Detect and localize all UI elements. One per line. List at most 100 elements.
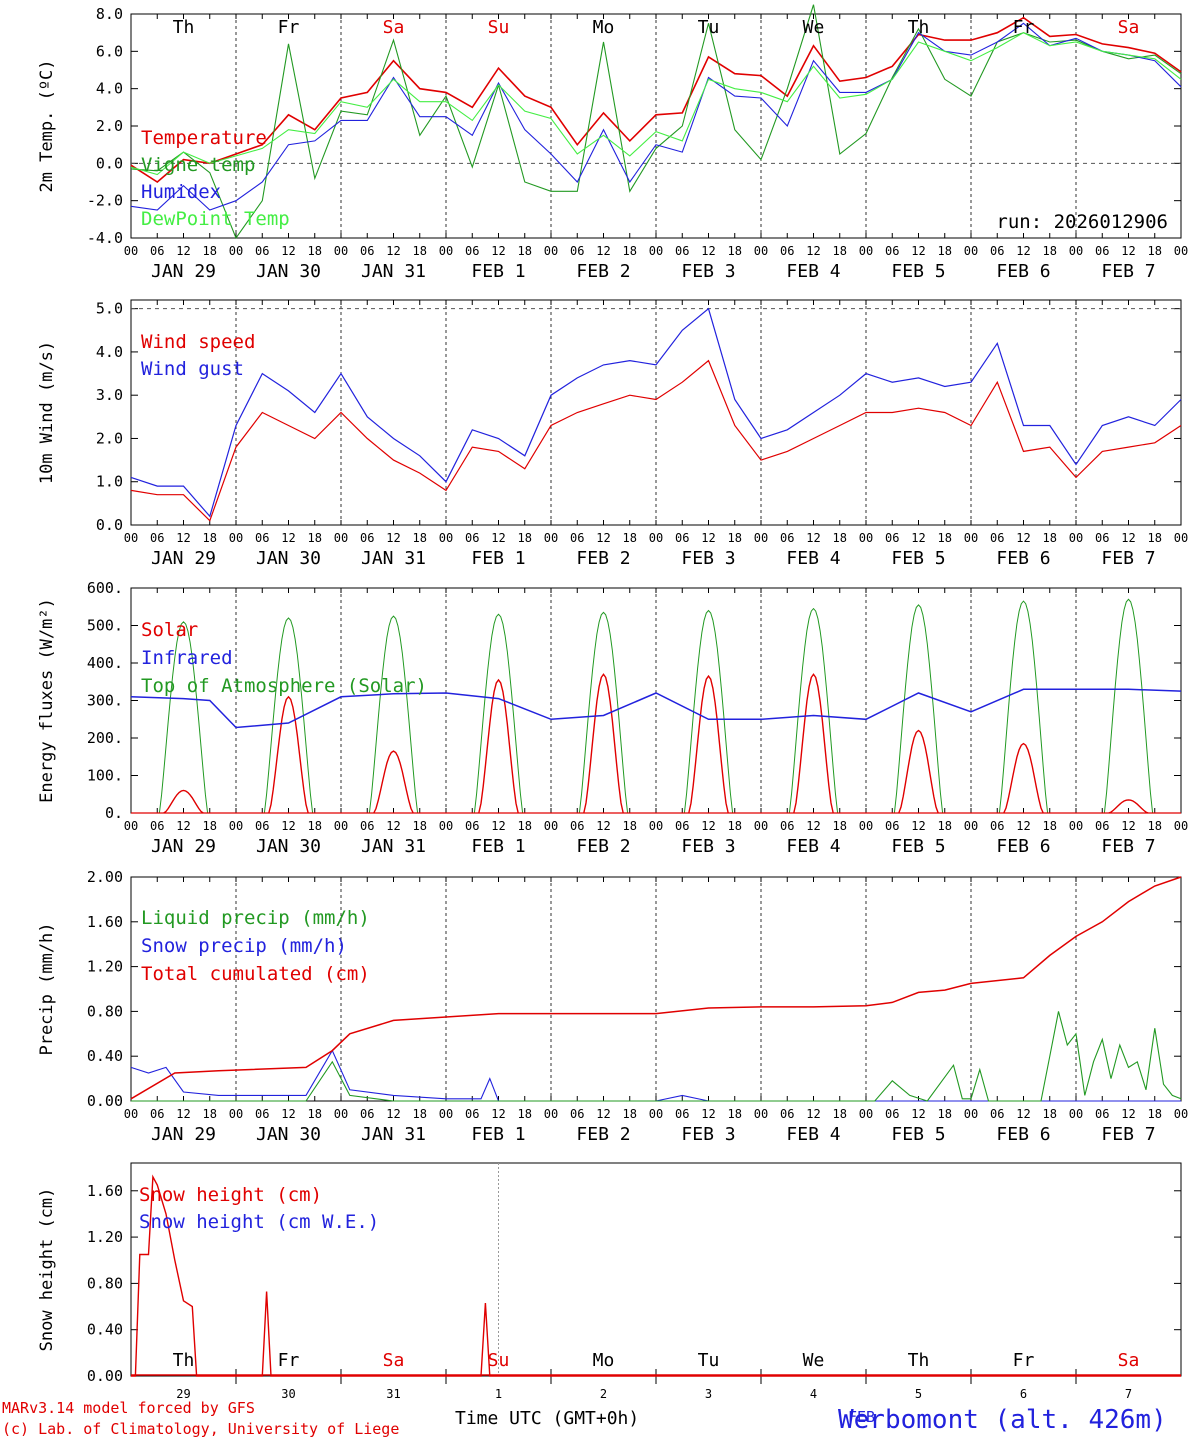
x-tick-label: 00: [544, 531, 558, 545]
x-tick-label: 18: [1148, 244, 1162, 258]
y-tick-label: 0.0: [96, 154, 123, 172]
x-tick-label: 00: [334, 819, 348, 833]
legend-entry: Wind gust: [141, 358, 244, 380]
date-label: FEB 7: [1101, 261, 1155, 282]
y-tick-label: 300.: [87, 692, 123, 710]
run-annotation: run: 2026012906: [996, 211, 1168, 233]
date-label: FEB 2: [576, 1124, 630, 1145]
day-number-label: 5: [915, 1387, 922, 1401]
x-tick-label: 00: [1174, 244, 1188, 258]
day-number-label: 2: [600, 1387, 607, 1401]
x-tick-label: 00: [229, 244, 243, 258]
x-tick-label: 18: [833, 531, 847, 545]
x-tick-label: 00: [859, 531, 873, 545]
day-of-week-label: Mo: [593, 1350, 615, 1371]
x-tick-label: 00: [964, 244, 978, 258]
date-label: FEB 3: [681, 836, 735, 857]
date-label: FEB 4: [786, 1124, 840, 1145]
x-tick-label: 12: [806, 531, 820, 545]
x-tick-label: 12: [491, 531, 505, 545]
legend-entry: Top of Atmosphere (Solar): [141, 675, 427, 697]
date-label: FEB 3: [681, 548, 735, 569]
x-tick-label: 06: [990, 819, 1004, 833]
legend-entry: Snow height (cm): [139, 1184, 322, 1206]
x-tick-label: 00: [439, 531, 453, 545]
x-tick-label: 00: [754, 1107, 768, 1121]
x-tick-label: 00: [334, 244, 348, 258]
date-label: FEB 4: [786, 548, 840, 569]
day-of-week-label: We: [803, 17, 825, 38]
x-tick-label: 12: [701, 531, 715, 545]
toa-day-curve: [788, 607, 839, 814]
x-tick-label: 06: [570, 1107, 584, 1121]
x-tick-label: 12: [1121, 819, 1135, 833]
footer-credit-line2: (c) Lab. of Climatology, University of L…: [2, 1420, 399, 1438]
y-axis-title: Snow height (cm): [37, 1188, 57, 1352]
x-tick-label: 06: [1095, 531, 1109, 545]
x-tick-label: 06: [150, 1107, 164, 1121]
x-tick-label: 06: [465, 819, 479, 833]
x-tick-label: 12: [911, 244, 925, 258]
day-of-week-label: Th: [908, 17, 930, 38]
x-tick-label: 12: [1016, 819, 1030, 833]
date-label: FEB 6: [996, 836, 1050, 857]
x-tick-label: 12: [386, 531, 400, 545]
legend-entry: Solar: [141, 619, 198, 641]
toa-day-curve: [1103, 598, 1154, 814]
date-label: JAN 30: [256, 836, 321, 857]
x-tick-label: 00: [439, 819, 453, 833]
day-number-label: 6: [1020, 1387, 1027, 1401]
solar-day-curve: [1003, 742, 1044, 814]
x-tick-label: 06: [1095, 244, 1109, 258]
date-label: JAN 30: [256, 261, 321, 282]
y-tick-label: 5.0: [96, 300, 123, 318]
x-tick-label: 00: [754, 819, 768, 833]
y-axis-title: Energy fluxes (W/m²): [37, 598, 57, 803]
date-label: FEB 3: [681, 261, 735, 282]
x-tick-label: 18: [413, 531, 427, 545]
x-tick-label: 06: [255, 819, 269, 833]
y-tick-label: 1.20: [87, 958, 123, 976]
day-of-week-label: Tu: [698, 17, 720, 38]
x-tick-label: 12: [1121, 531, 1135, 545]
panel-3-frame: [130, 587, 1182, 814]
day-of-week-label: Sa: [1118, 17, 1140, 38]
x-tick-label: 00: [649, 244, 663, 258]
date-label: FEB 6: [996, 1124, 1050, 1145]
x-tick-label: 06: [780, 819, 794, 833]
y-tick-label: 2.0: [96, 117, 123, 135]
legend-entry: Liquid precip (mm/h): [141, 907, 370, 929]
x-tick-label: 00: [229, 819, 243, 833]
x-tick-label: 06: [150, 244, 164, 258]
x-tick-label: 06: [465, 1107, 479, 1121]
x-tick-label: 18: [728, 1107, 742, 1121]
footer-credit-line1: MARv3.14 model forced by GFS: [2, 1399, 255, 1417]
x-tick-label: 00: [649, 819, 663, 833]
x-tick-label: 12: [806, 819, 820, 833]
y-tick-label: 0.: [105, 804, 123, 822]
x-tick-label: 00: [124, 244, 138, 258]
x-tick-label: 00: [334, 531, 348, 545]
x-tick-label: 06: [1095, 1107, 1109, 1121]
x-tick-label: 18: [518, 531, 532, 545]
y-tick-label: -2.0: [87, 192, 123, 210]
y-tick-label: 3.0: [96, 386, 123, 404]
legend-entry: Humidex: [141, 181, 221, 203]
x-tick-label: 00: [439, 244, 453, 258]
legend-entry: Snow precip (mm/h): [141, 935, 347, 957]
y-tick-label: 6.0: [96, 42, 123, 60]
day-number-label: 29: [176, 1387, 190, 1401]
x-tick-label: 18: [308, 244, 322, 258]
series-line-liquid: [131, 1011, 1182, 1102]
x-tick-label: 06: [780, 531, 794, 545]
day-of-week-label: Tu: [698, 1350, 720, 1371]
date-label: JAN 31: [361, 261, 426, 282]
x-tick-label: 18: [308, 531, 322, 545]
x-tick-label: 00: [544, 1107, 558, 1121]
y-tick-label: 0.00: [87, 1092, 123, 1110]
y-tick-label: 0.0: [96, 516, 123, 534]
date-label: JAN 30: [256, 548, 321, 569]
x-tick-label: 00: [964, 531, 978, 545]
solar-day-curve: [898, 729, 939, 814]
